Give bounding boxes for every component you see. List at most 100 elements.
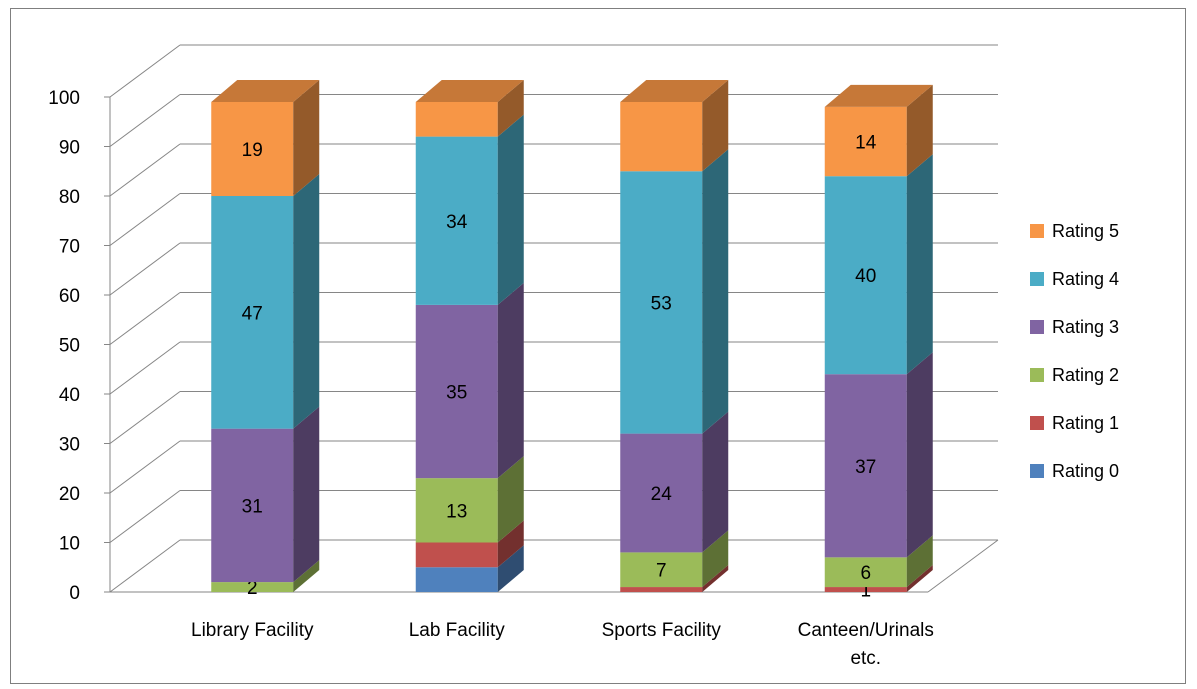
data-label: 13 [446,501,467,522]
bar-segment [211,582,294,592]
bar-segment [620,101,703,172]
y-tick-label: 50 [59,336,80,357]
bar-segment-side [702,530,729,588]
bar-segment-side [906,84,933,177]
data-label: 34 [446,212,468,233]
bar-segment-side [497,282,524,479]
data-label: 40 [855,266,876,287]
bar-segment [824,557,907,588]
bar-segment-top [620,79,729,102]
y-tick-label: 10 [59,534,80,555]
data-label: 31 [242,496,263,517]
bar-segment [415,304,498,479]
bar-segment [415,101,498,137]
bar-segment [824,176,907,375]
gridline-side [109,94,181,147]
bar-segment [824,374,907,558]
bar-segment-side [702,79,729,172]
legend-label: Rating 4 [1052,269,1119,289]
gridline-side [109,143,181,197]
y-tick-label: 100 [48,88,80,109]
data-label: 37 [855,457,876,478]
y-tick-label: 30 [59,435,80,456]
gridline-side [109,44,181,98]
gridline-side [109,440,181,494]
bar-segment-side [702,411,729,553]
legend-label: Rating 1 [1052,413,1119,433]
x-tick-label: Sports Facility [602,620,722,641]
legend-label: Rating 3 [1052,317,1119,337]
bar-segment [620,552,703,588]
data-label: 24 [651,484,673,505]
x-tick-label: Library Facility [191,620,314,641]
bar-segment [415,567,498,592]
bar-segment [415,478,498,543]
gridline-side [109,539,181,593]
bar-segment [620,171,703,434]
data-label: 2 [247,578,258,599]
data-label: 7 [656,561,667,582]
data-label: 47 [242,303,263,324]
bar-segment [415,136,498,305]
bar-layer: 2 31 47 19 13 35 34 7 24 53 16 37 40 14 [211,79,933,602]
bar-segment [211,196,294,429]
axis-layer: 0 10 20 30 40 50 60 70 80 90 100 Library Facility La… [48,88,934,669]
legend-swatch [1030,272,1044,286]
y-tick-label: 0 [69,583,80,604]
bar-segment-top [211,79,320,102]
bar-segment [620,433,703,553]
bar-segment [824,106,907,177]
bar-segment-side [497,114,524,305]
data-label: 35 [446,383,467,404]
data-label: 1 [860,581,871,602]
bar-segment-side [497,456,524,543]
data-label: 14 [855,133,877,154]
y-tick-label: 40 [59,385,80,406]
bar-segment [824,587,907,592]
data-label: 19 [242,140,263,161]
y-tick-label: 70 [59,237,80,258]
legend-swatch [1030,368,1044,382]
bar-segment-side [293,560,320,592]
floor-side-edge [927,539,999,593]
legend: Rating 5 Rating 4 Rating 3 Rating 2 Rating 1… [1030,221,1119,481]
legend-swatch [1030,224,1044,238]
gridline-side [109,490,181,543]
gridline-side [109,341,181,395]
legend-swatch [1030,416,1044,430]
gridline-side [109,193,181,246]
legend-label: Rating 2 [1052,365,1119,385]
bar-segment-side [906,565,933,592]
bar-segment-side [293,79,320,196]
chart-frame [10,8,1186,684]
bar-segment [620,587,703,592]
gridline-side [109,292,181,345]
y-tick-label: 60 [59,286,80,307]
bar-segment-side [906,535,933,588]
bar-segment-top [415,79,524,102]
data-label: 6 [860,563,871,584]
bar-segment-side [497,79,524,137]
x-tick-label: etc. [850,648,881,669]
legend-swatch [1030,464,1044,478]
bar-segment-side [293,406,320,583]
x-tick-label: Lab Facility [409,620,506,641]
y-tick-label: 90 [59,138,80,159]
bar-segment-side [906,352,933,558]
gridline-side [109,242,181,296]
bar-segment-side [293,174,320,429]
y-tick-label: 20 [59,484,80,505]
bar-segment-side [702,149,729,434]
legend-label: Rating 0 [1052,461,1119,481]
bar-segment-side [497,520,524,568]
legend-label: Rating 5 [1052,221,1119,241]
data-label: 53 [651,293,672,314]
bar-segment [211,428,294,583]
bar-segment-side [497,545,524,592]
bar-segment-side [906,154,933,375]
bar-segment [211,101,294,196]
bar-segment-top [824,84,933,107]
y-tick-label: 80 [59,187,80,208]
legend-swatch [1030,320,1044,334]
